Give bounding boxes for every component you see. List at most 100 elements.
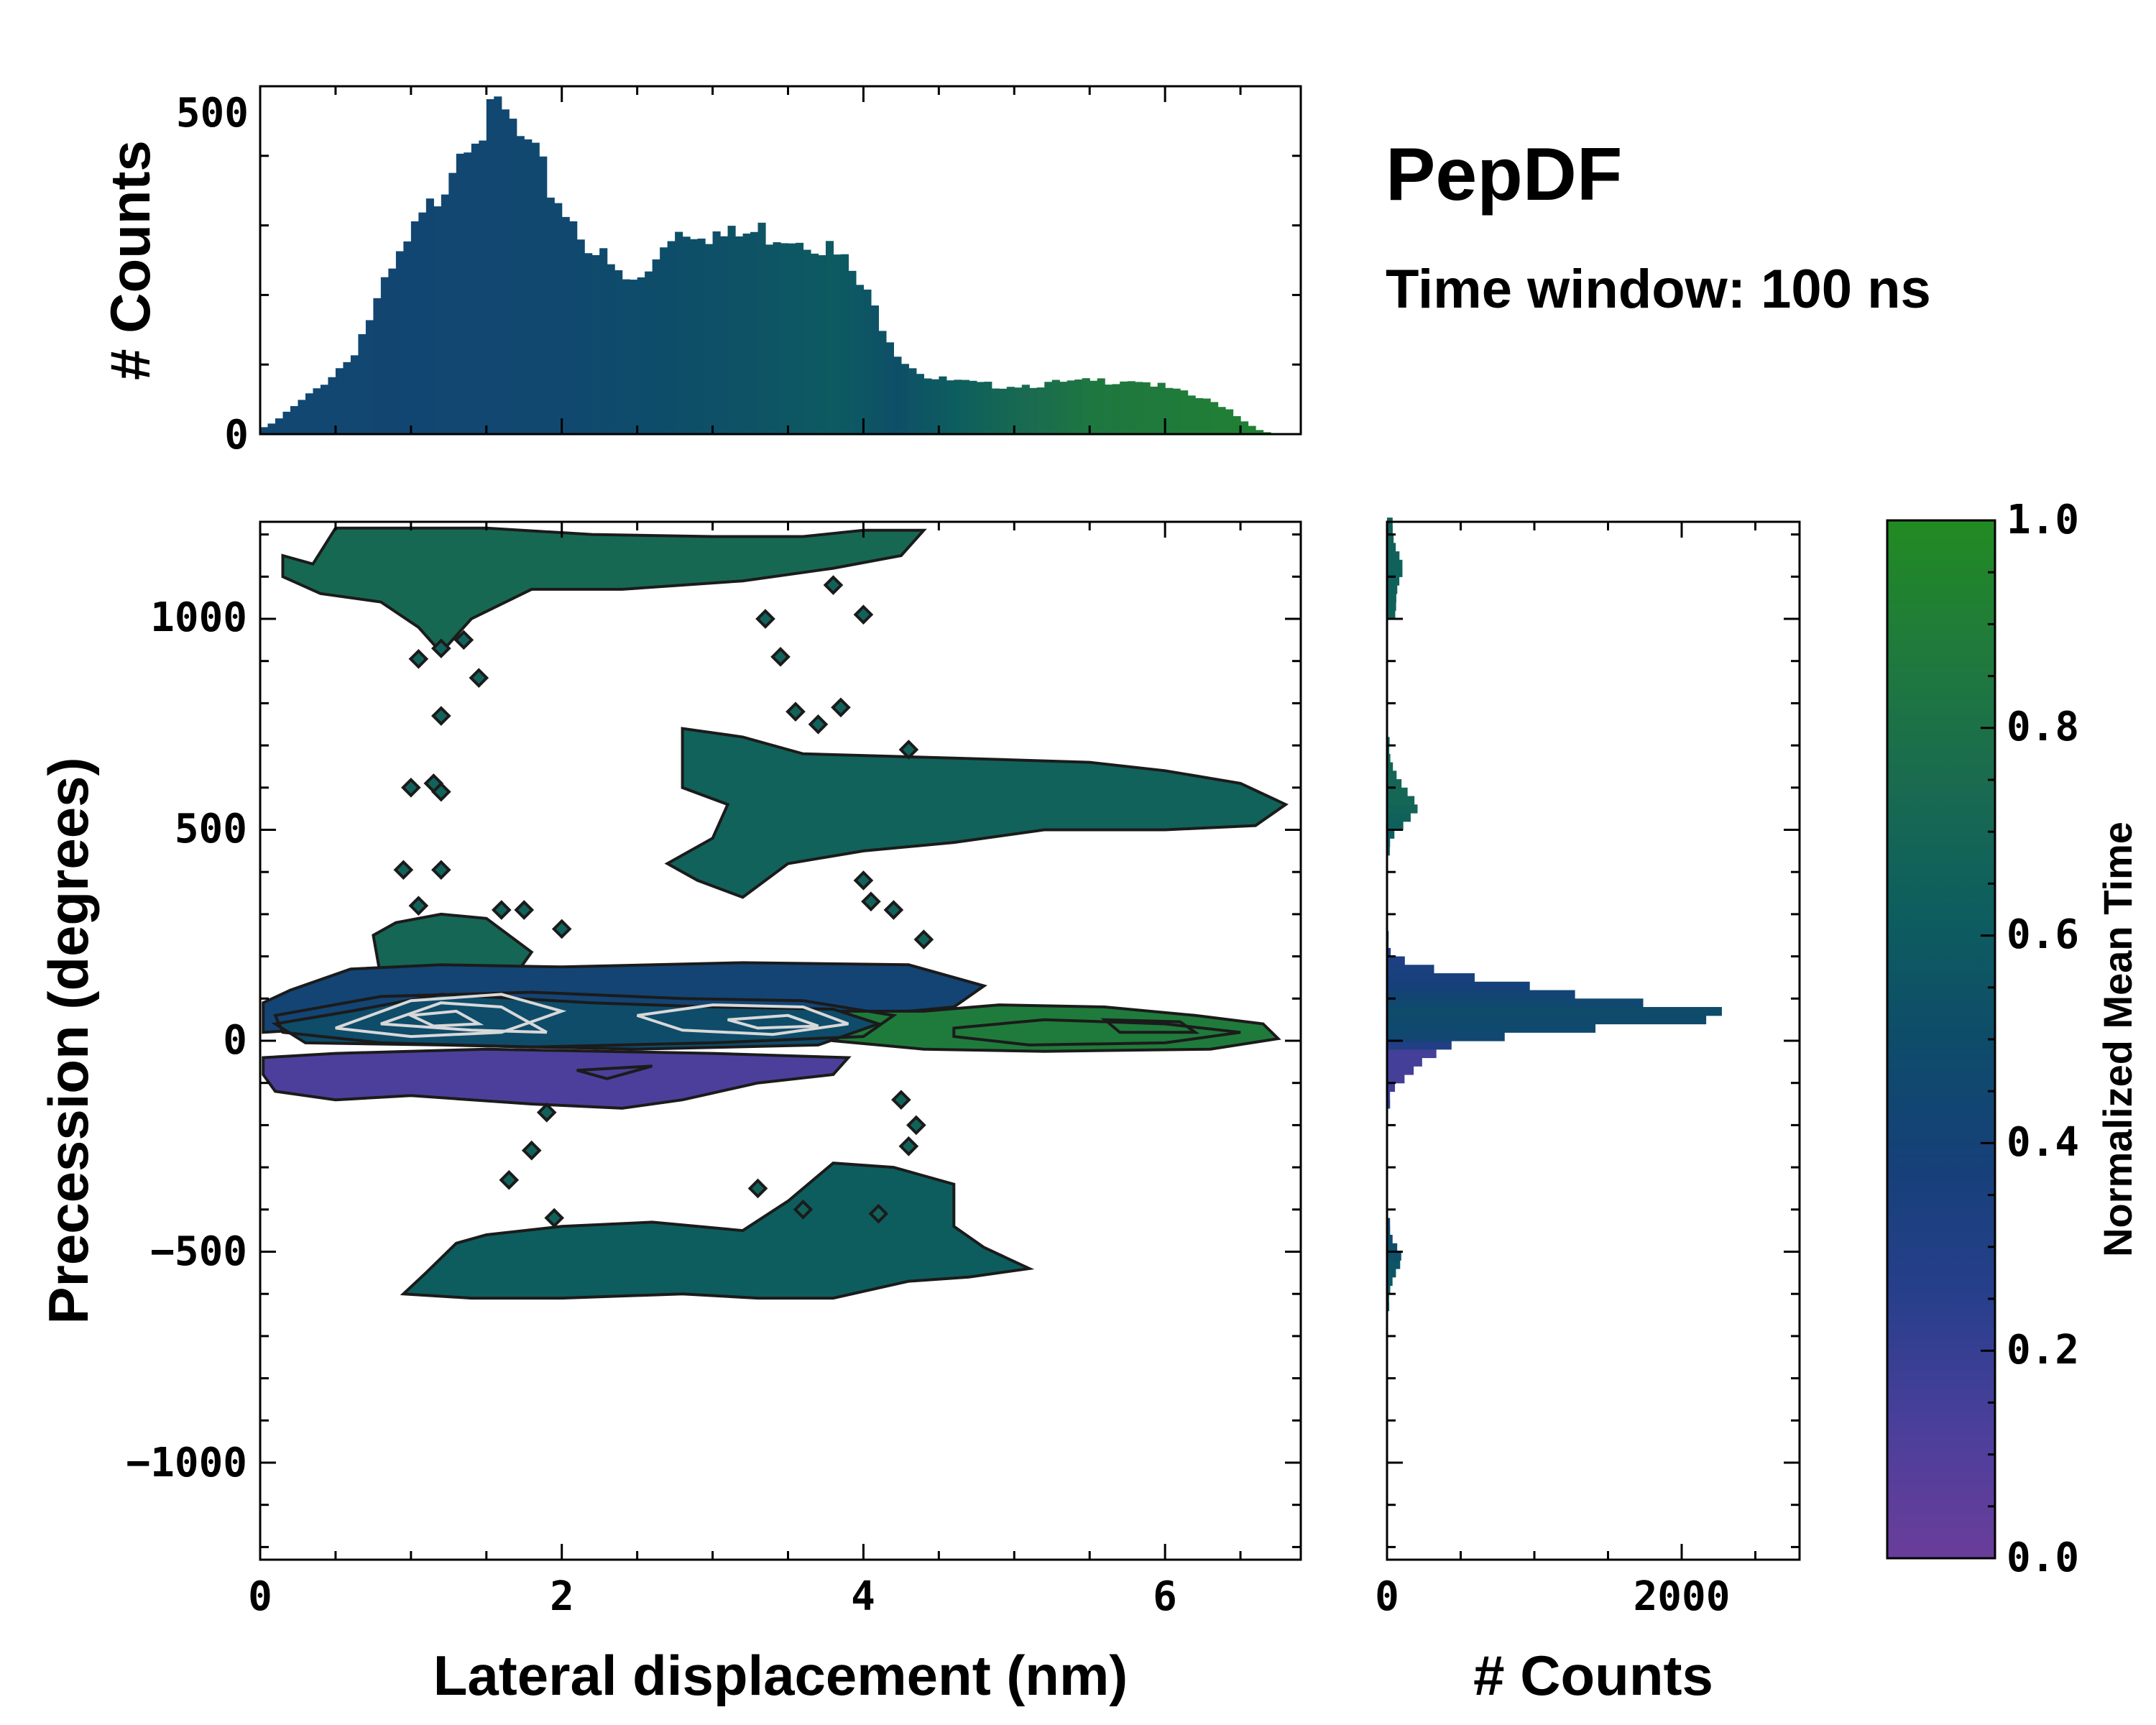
right-histogram-bar [1387,829,1395,839]
main-ytick-label-1000: 1000 [150,594,247,641]
top-histogram-bar [1082,378,1090,434]
density-speckle [453,630,474,650]
right-histogram-bar [1387,576,1400,586]
density-region [262,1047,852,1110]
top-histogram-bar [607,264,615,434]
top-histogram-bar [900,364,909,434]
density-speckle [913,929,934,949]
right-histogram-bar [1387,779,1402,788]
density-speckle [786,702,806,722]
right-histogram-bar [1387,1074,1405,1084]
top-histogram-bar [569,221,578,434]
top-histogram-bar [893,356,902,434]
colorbar-label: Normalized Mean Time [2095,822,2140,1257]
right-histogram-bar [1387,973,1475,983]
main-xtick-label-0: 0 [248,1573,272,1620]
top-histogram-bar [991,388,1000,434]
right-histogram-bar [1387,1260,1401,1269]
top-histogram-bar [448,172,457,434]
density-speckle [755,609,775,629]
top-histogram-bar [1202,398,1211,434]
top-histogram-bar [1150,386,1158,434]
right-histogram-bar [1387,543,1396,552]
top-histogram-bar [395,251,404,434]
right-histogram-bars [1387,518,1722,1312]
colorbar-tick-label-0-4: 0.4 [2007,1119,2079,1166]
top-histogram-bar [916,374,924,434]
right-histogram-xlabel: # Counts [1473,1644,1713,1707]
top-histogram-bar [961,380,969,434]
top-histogram-bar [727,226,736,434]
top-histogram-bar [1105,385,1113,434]
right-histogram-bar [1387,737,1390,746]
top-histogram-bar [885,342,894,434]
top-histogram-bar [810,253,819,434]
top-histogram-bar [855,285,865,434]
right-histogram-bar [1387,796,1415,805]
top-histogram-bar [1006,387,1015,434]
top-histogram-bar [1225,409,1234,434]
right-histogram-bar [1387,1007,1722,1016]
top-histogram-bar [509,119,517,434]
main-xtick-label-4: 4 [851,1573,875,1620]
top-histogram-bar [1021,385,1030,434]
density-speckle [408,896,429,916]
top-histogram-bar [1067,380,1075,434]
chart-subtitle: Time window: 100 ns [1386,259,1931,320]
right-histogram-bar [1387,787,1408,797]
top-histogram-bar [1210,402,1219,434]
top-histogram-bar [908,368,917,434]
right-histogram-bar [1387,1057,1422,1067]
main-xtick-label-2: 2 [550,1573,574,1620]
top-histogram-bar [825,241,834,434]
top-histogram-bar [870,305,879,434]
top-histogram-bar [667,241,676,434]
top-histogram-bar [1059,382,1068,434]
density-speckle [430,860,451,880]
colorbar-tick-label-0-6: 0.6 [2007,911,2079,958]
right-histogram-bar [1387,821,1404,831]
top-histogram-bar [305,393,314,434]
right-histogram-bar [1387,804,1418,814]
top-histogram-bar [1074,380,1083,434]
contour-line-light [335,993,567,1039]
density-speckle [544,1208,565,1228]
top-histogram-bar [1165,387,1174,434]
top-histogram-bar [803,249,811,434]
top-histogram-bar [939,376,947,434]
right-histogram-bar [1387,1235,1393,1244]
top-histogram-bar [780,243,789,434]
top-histogram: 0 500 # Counts [98,85,1302,459]
colorbar-ticks [1981,519,1995,1560]
top-histogram-bar [818,255,826,434]
density-speckle [469,668,489,689]
right-histogram-bar [1387,745,1390,755]
density-speckle [393,860,414,880]
top-histogram-bar [1044,382,1053,434]
top-histogram-bar [1180,390,1189,434]
top-histogram-bar [878,331,887,434]
right-histogram-bar [1387,551,1400,561]
right-histogram-xtick-label-0: 0 [1375,1573,1399,1620]
contour-line-light [380,1001,548,1034]
top-histogram-bar [380,277,389,434]
top-histogram-bar [418,212,427,434]
right-histogram-bar [1387,1302,1390,1312]
right-histogram-xtick-label-2000: 2000 [1634,1573,1731,1620]
right-histogram-bar [1387,534,1394,543]
top-histogram-bar [675,231,683,434]
top-histogram-bar [1051,380,1060,434]
top-histogram-bar [267,423,276,434]
colorbar: 0.0 0.2 0.4 0.6 0.8 1.0 Normalized Mean … [1886,497,2140,1581]
density-speckles [393,575,934,1228]
top-histogram-bar [494,96,502,435]
top-histogram-bar [1256,430,1264,434]
density-contours [273,990,1241,1080]
top-histogram-bar [433,206,442,434]
right-histogram-bar [1387,1041,1452,1050]
main-ytick-label-500: 500 [175,806,247,852]
top-histogram-bar [524,139,533,434]
main-plot-ticks [259,522,1301,1560]
top-histogram-bar [931,379,939,434]
top-histogram-bar [373,298,382,434]
